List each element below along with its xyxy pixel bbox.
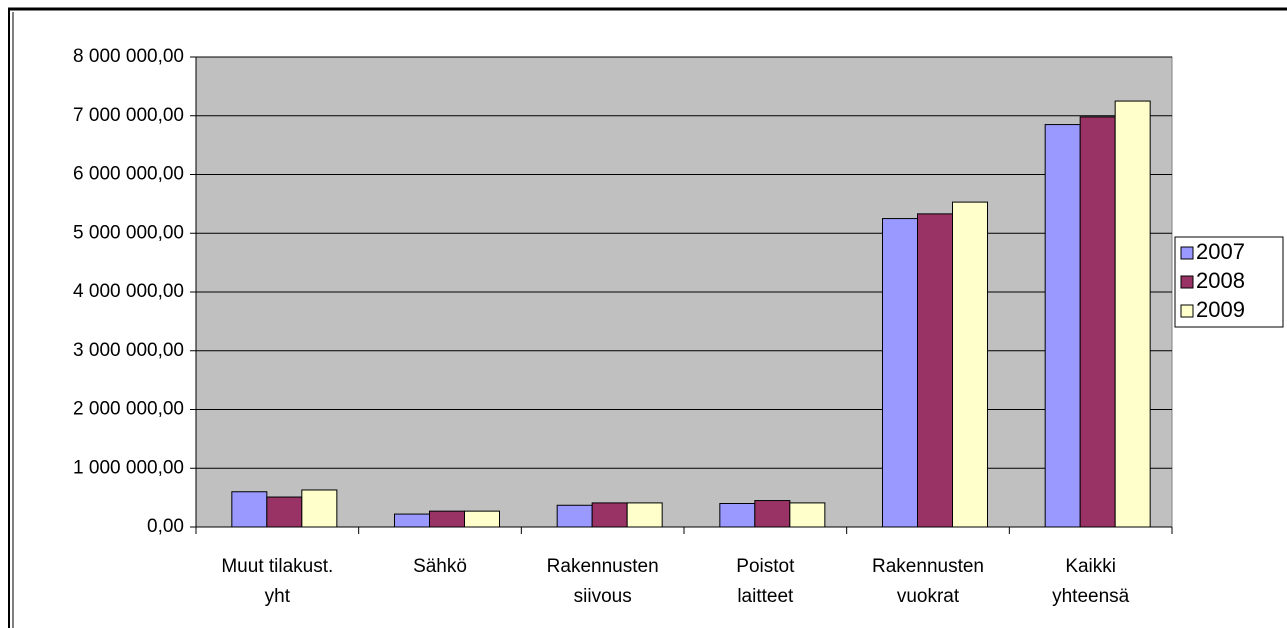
y-tick-label: 2 000 000,00 — [73, 399, 184, 420]
x-tick-label-line: yhteensä — [1052, 586, 1130, 607]
bar — [556, 504, 593, 528]
legend-label: 2007 — [1196, 239, 1245, 264]
legend-swatch — [1180, 246, 1194, 260]
legend-label: 2009 — [1196, 297, 1245, 322]
bar — [789, 502, 826, 528]
x-tick-label: Sähkö — [413, 556, 467, 577]
x-tick-label-line: Kaikki — [1065, 556, 1116, 577]
bar — [429, 510, 465, 528]
y-tick-label: 5 000 000,00 — [73, 222, 184, 243]
legend-swatch — [1180, 304, 1194, 318]
x-tick-label-line: siivous — [574, 586, 632, 607]
y-tick-label: 1 000 000,00 — [73, 457, 184, 478]
x-tick-label-line: yht — [265, 586, 291, 607]
bar — [626, 502, 663, 528]
y-tick-label: 8 000 000,00 — [73, 46, 184, 67]
x-tick-label-line: vuokrat — [897, 586, 960, 607]
x-tick-label: Poistot laitteet — [736, 556, 795, 607]
bar — [301, 489, 338, 528]
legend-swatch — [1180, 275, 1194, 289]
bar — [1079, 116, 1116, 528]
x-tick-label-line: Rakennusten — [872, 556, 984, 577]
y-tick-label: 6 000 000,00 — [73, 164, 184, 185]
x-tick-label: Rakennusten siivous — [547, 556, 659, 607]
bar — [719, 503, 756, 528]
bar — [464, 510, 500, 528]
bar — [266, 496, 303, 528]
x-tick-label-line: laitteet — [737, 586, 794, 607]
x-tick-label: Muut tilakust. yht — [221, 556, 333, 607]
bar — [231, 491, 268, 528]
x-tick-label-line: Rakennusten — [547, 556, 659, 577]
y-tick-label: 3 000 000,00 — [73, 340, 184, 361]
bar — [591, 502, 628, 528]
x-tick-label-line: Muut tilakust. — [221, 556, 333, 577]
bar — [1114, 100, 1151, 528]
bar — [1044, 124, 1081, 528]
x-tick-label: Rakennusten vuokrat — [872, 556, 984, 607]
bar — [882, 218, 918, 528]
y-tick-label: 7 000 000,00 — [73, 105, 184, 126]
bar — [754, 500, 791, 528]
x-tick-label: Kaikki yhteensä — [1052, 556, 1130, 607]
bar — [952, 201, 988, 528]
y-tick-label: 4 000 000,00 — [73, 281, 184, 302]
y-tick-label: 0,00 — [147, 516, 184, 537]
x-tick-label-line: Poistot — [736, 556, 795, 577]
bar — [917, 213, 953, 528]
bar — [394, 513, 430, 528]
legend-label: 2008 — [1196, 268, 1245, 293]
